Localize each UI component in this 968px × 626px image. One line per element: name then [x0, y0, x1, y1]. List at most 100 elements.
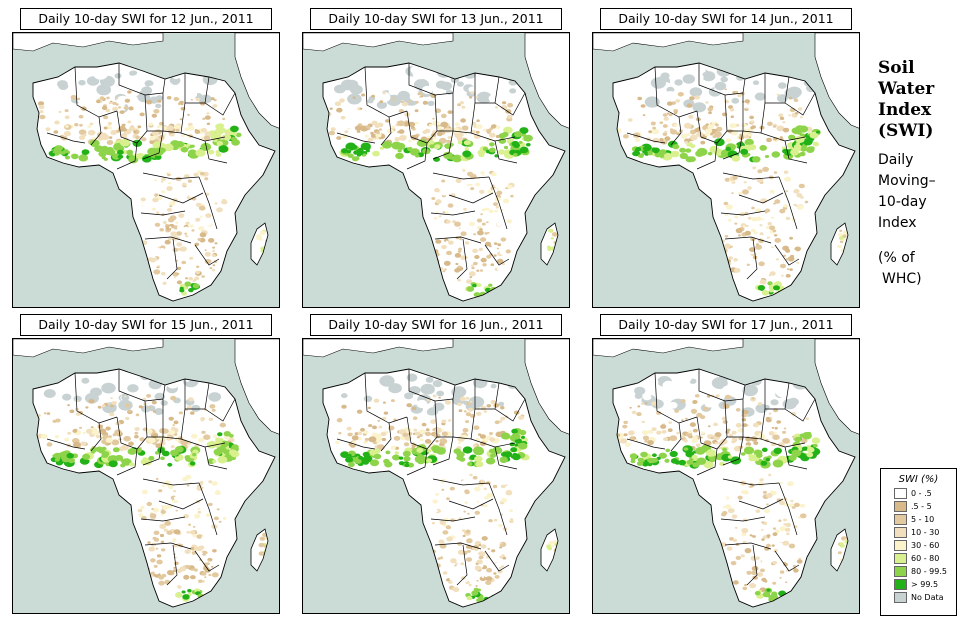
no-data-patch: [704, 400, 714, 408]
units-text: (% of WHC): [878, 248, 964, 290]
country-border: [432, 436, 454, 466]
central-mix: [141, 202, 148, 207]
swi-field: [33, 369, 270, 602]
no-data-patch: [96, 84, 111, 96]
country-border: [452, 78, 456, 94]
no-data-patch: [642, 393, 652, 401]
sahel-band: [710, 436, 714, 440]
southern-mix: [457, 250, 462, 253]
southern-mix: [197, 232, 201, 235]
map-panel-17-jun: Daily 10-day SWI for 17 Jun., 2011: [592, 314, 860, 614]
southern-mix: [460, 562, 465, 566]
no-data-patch: [175, 389, 190, 400]
no-data-patch: [644, 96, 660, 108]
west-coast-wet: [347, 153, 354, 159]
wet-belt: [494, 154, 499, 158]
sahel-band: [114, 429, 122, 436]
wet-belt: [748, 144, 757, 151]
central-mix: [183, 514, 189, 519]
legend-swatch: [894, 488, 907, 499]
west-coast-wet: [647, 151, 653, 156]
dry-speckle: [373, 398, 380, 403]
country-border: [142, 172, 200, 180]
sahel-band: [700, 140, 706, 145]
no-data-patch: [101, 382, 116, 394]
southern-mix: [471, 547, 475, 550]
dry-speckle: [186, 405, 192, 410]
southern-mix: [458, 227, 461, 230]
dry-speckle: [742, 409, 749, 415]
wet-belt: [383, 458, 390, 464]
dry-speckle: [768, 412, 772, 415]
sahel-band: [408, 121, 416, 127]
central-mix: [152, 186, 156, 190]
west-coast-wet: [630, 459, 636, 464]
southern-mix: [789, 236, 793, 240]
dry-speckle: [58, 110, 62, 113]
sahel-band: [489, 132, 496, 138]
central-mix: [470, 187, 475, 191]
no-data-patch: [468, 86, 477, 93]
no-data-patch: [155, 103, 162, 109]
south-coast-wet: [175, 592, 183, 598]
country-border: [118, 369, 164, 402]
sahel-band: [800, 438, 808, 444]
dry-speckle: [76, 97, 81, 101]
southern-mix: [439, 569, 444, 573]
sahel-band: [85, 428, 93, 434]
sahel-band: [148, 437, 156, 444]
sahel-band: [782, 437, 790, 444]
country-border: [724, 236, 772, 244]
no-data-patch: [62, 393, 72, 401]
south-coast-wet: [466, 286, 475, 292]
dry-speckle: [432, 117, 435, 120]
west-coast-wet: [347, 453, 352, 457]
southern-mix: [762, 232, 767, 236]
sahel-band: [54, 435, 60, 439]
wet-belt: [112, 447, 120, 453]
description-line: Daily: [878, 152, 914, 168]
central-mix: [492, 484, 498, 489]
central-mix: [800, 196, 804, 199]
sahel-band: [168, 430, 176, 435]
no-data-patch: [650, 77, 666, 89]
southern-mix: [485, 576, 493, 582]
sahel-band: [137, 125, 142, 129]
sahel-band: [89, 122, 94, 126]
sahel-band: [40, 433, 48, 439]
legend-item: .5 - 5: [894, 500, 956, 513]
southern-mix: [769, 225, 776, 231]
central-mix: [161, 177, 167, 182]
sahel-band: [157, 125, 162, 129]
no-data-patch: [376, 101, 388, 109]
no-data-patch: [127, 384, 139, 393]
southern-mix: [788, 548, 792, 551]
central-mix: [728, 508, 735, 514]
sahel-band: [63, 130, 71, 137]
legend-title: SWI (%): [898, 474, 939, 485]
europe-landmass: [303, 33, 454, 52]
central-mix: [486, 492, 494, 498]
central-mix: [195, 202, 202, 207]
southern-mix: [169, 226, 172, 229]
dry-speckle: [148, 406, 151, 409]
dry-speckle: [685, 417, 688, 420]
dry-speckle: [134, 435, 139, 439]
southern-mix: [779, 263, 787, 269]
southern-mix: [203, 566, 209, 571]
dry-speckle: [622, 424, 628, 429]
sahel-band: [370, 133, 377, 139]
central-mix: [791, 206, 798, 212]
highlands-wet: [795, 135, 805, 143]
southern-mix: [756, 243, 759, 246]
dry-speckle: [650, 121, 656, 126]
no-data-patch: [408, 386, 421, 395]
southern-mix: [164, 579, 171, 585]
dry-speckle: [135, 413, 140, 417]
country-border: [448, 498, 494, 510]
southern-mix: [472, 248, 478, 253]
heading-line: (SWI): [878, 121, 934, 141]
sahel-band: [181, 134, 185, 137]
central-mix: [198, 226, 205, 231]
highlands-wet: [806, 446, 815, 453]
